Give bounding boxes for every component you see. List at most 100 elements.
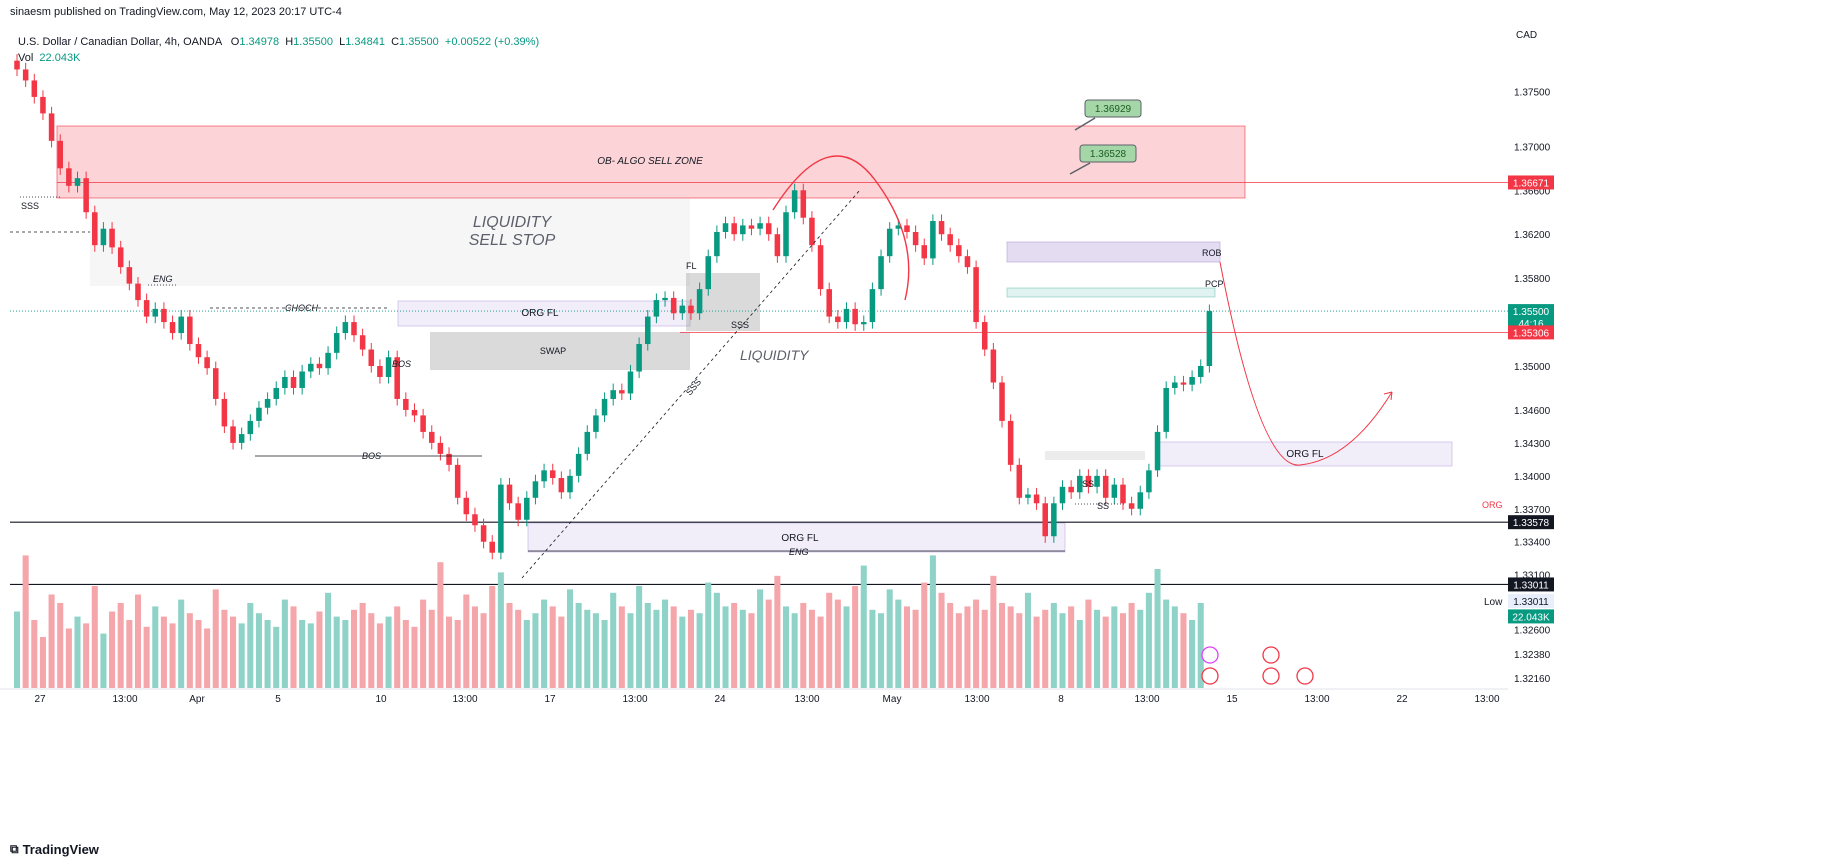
- volume-bar: [126, 620, 133, 688]
- x-tick-label: 10: [375, 694, 387, 705]
- volume-bar: [1171, 606, 1178, 688]
- volume-bar: [938, 592, 945, 688]
- zone-label-rob: ROB: [1202, 248, 1222, 258]
- candle-body: [1206, 311, 1213, 366]
- candle-body: [31, 80, 38, 97]
- volume-bar: [610, 592, 617, 688]
- candle-body: [904, 225, 910, 233]
- tradingview-logo-icon: ⧉: [10, 842, 19, 856]
- candle-body: [1189, 376, 1195, 385]
- zone-5: [527, 522, 1066, 553]
- candle-body: [861, 322, 867, 325]
- volume-bar: [109, 611, 116, 688]
- candle-body: [895, 225, 902, 229]
- volume-bar: [618, 606, 625, 688]
- volume-bar: [860, 565, 867, 688]
- volume-bar: [281, 599, 288, 688]
- x-tick-label: 13:00: [794, 694, 819, 705]
- volume-bar: [713, 592, 720, 688]
- candle-body: [117, 247, 124, 268]
- volume-row: Vol 22.043K: [18, 50, 539, 66]
- price-tag-label: 1.35306: [1513, 328, 1550, 339]
- candle-body: [420, 415, 426, 432]
- candle-body: [930, 221, 936, 259]
- candle-body: [66, 168, 72, 186]
- candle-body: [1042, 503, 1048, 537]
- volume-bar: [428, 609, 435, 688]
- candle-body: [351, 322, 357, 336]
- close-value: 1.35500: [399, 36, 439, 48]
- candle-body: [999, 382, 1005, 421]
- volume-bar: [601, 620, 608, 688]
- candle-body: [964, 256, 971, 268]
- volume-bar: [160, 616, 167, 688]
- volume-bar: [48, 594, 55, 688]
- candle-body: [1077, 475, 1083, 493]
- low-value: 1.34841: [345, 36, 385, 48]
- candle-body: [619, 390, 625, 394]
- candle-body: [83, 178, 89, 213]
- x-tick-label: 22: [1396, 694, 1408, 705]
- candle-body: [1180, 382, 1187, 385]
- candle-body: [169, 322, 176, 334]
- event-flag-icon: [1296, 667, 1314, 685]
- candle-body: [809, 217, 815, 246]
- volume-bar: [31, 620, 38, 688]
- candle-body: [835, 316, 841, 323]
- annotation-eng: ENG: [153, 274, 173, 284]
- volume-bar: [1059, 613, 1066, 688]
- symbol-name[interactable]: U.S. Dollar / Canadian Dollar, 4h, OANDA: [18, 36, 222, 48]
- candle-body: [506, 484, 513, 504]
- candle-body: [645, 316, 651, 345]
- candle-body: [731, 223, 737, 235]
- volume-bar: [1068, 606, 1075, 688]
- candle-body: [152, 308, 159, 317]
- volume-bar: [584, 609, 591, 688]
- volume-bar: [100, 633, 107, 688]
- volume-label[interactable]: Vol: [18, 52, 34, 64]
- volume-bar: [307, 623, 314, 688]
- candle-body: [532, 481, 539, 498]
- x-tick-label: 13:00: [112, 694, 137, 705]
- annotation-bos: BOS: [392, 359, 411, 369]
- volume-bar: [817, 616, 824, 688]
- volume-bar: [342, 620, 349, 688]
- price-tag-label: 1.36671: [1513, 178, 1550, 189]
- zone-9: [1045, 451, 1145, 460]
- candle-body: [1059, 486, 1066, 504]
- event-flag-icon: [1201, 646, 1219, 664]
- volume-bar: [1007, 606, 1014, 688]
- price-tag-label: 1.33011: [1513, 580, 1549, 591]
- volume-bar: [687, 609, 694, 688]
- candle-body: [722, 223, 729, 233]
- x-tick-label: Apr: [189, 694, 205, 705]
- candle-body: [541, 470, 547, 482]
- candle-body: [221, 398, 228, 427]
- candle-body: [282, 376, 288, 388]
- footer-brand: TradingView: [22, 842, 99, 857]
- publisher-line: sinaesm published on TradingView.com, Ma…: [10, 6, 342, 18]
- volume-bar: [696, 613, 703, 688]
- candle-body: [558, 478, 565, 493]
- y-tick-label: 1.32380: [1514, 650, 1551, 661]
- candle-body: [161, 308, 167, 323]
- candle-body: [325, 352, 331, 369]
- volume-bar: [765, 599, 772, 688]
- callout-value: 1.36528: [1090, 149, 1127, 160]
- volume-bar: [748, 613, 755, 688]
- volume-bar: [558, 616, 565, 688]
- x-tick-label: 13:00: [1304, 694, 1329, 705]
- volume-bar: [359, 603, 366, 688]
- volume-bar: [1189, 620, 1196, 688]
- candle-body: [765, 223, 772, 235]
- price-tag: [1508, 304, 1554, 319]
- volume-bar: [204, 628, 211, 688]
- candle-body: [498, 484, 504, 553]
- candle-body: [688, 305, 694, 314]
- candle-body: [437, 442, 444, 454]
- zone-1: [90, 198, 690, 286]
- candle-body: [956, 245, 962, 257]
- zone-label-sell-stop: SELL STOP: [469, 232, 556, 249]
- volume-bar: [973, 599, 980, 688]
